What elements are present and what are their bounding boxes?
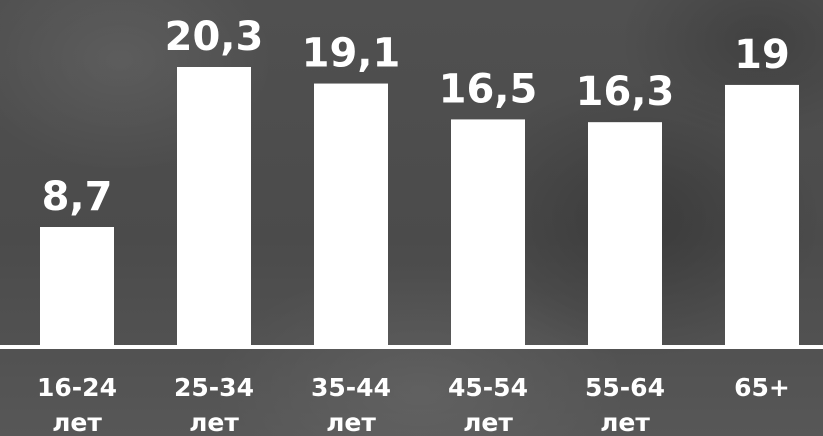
x-tick-label-4-line-0: 55-64 (585, 373, 665, 402)
bar-5 (725, 84, 799, 348)
x-tick-label-4-line-1: лет (600, 408, 650, 436)
x-tick-label-0-line-1: лет (52, 408, 102, 436)
bar-1 (177, 67, 251, 347)
x-tick-label-5-line-0: 65+ (734, 373, 790, 402)
x-tick-label-0-line-0: 16-24 (37, 373, 117, 402)
x-tick-label-2-line-0: 35-44 (311, 373, 391, 402)
bar-0 (40, 227, 114, 347)
bar-2 (314, 83, 388, 347)
bar-4 (588, 122, 662, 347)
x-tick-label-3-line-0: 45-54 (448, 373, 528, 402)
value-label-2: 19,1 (302, 31, 401, 77)
x-tick-label-1-line-0: 25-34 (174, 373, 254, 402)
x-tick-label-2-line-1: лет (326, 408, 376, 436)
value-label-3: 16,5 (439, 66, 538, 112)
value-label-0: 8,7 (42, 174, 113, 220)
bar-3 (451, 119, 525, 348)
x-tick-labels-layer: 16-24 лет 25-34 лет 35-44 лет 45-54 лет 55-64 лет… (37, 373, 790, 436)
bars-layer (40, 67, 799, 348)
value-labels-layer: 8,7 20,3 19,1 16,5 16,3 19 (42, 14, 790, 220)
value-label-1: 20,3 (165, 14, 264, 60)
x-tick-label-3-line-1: лет (463, 408, 513, 436)
value-label-5: 19 (734, 32, 790, 78)
x-tick-label-1-line-1: лет (189, 408, 239, 436)
value-label-4: 16,3 (576, 69, 675, 115)
